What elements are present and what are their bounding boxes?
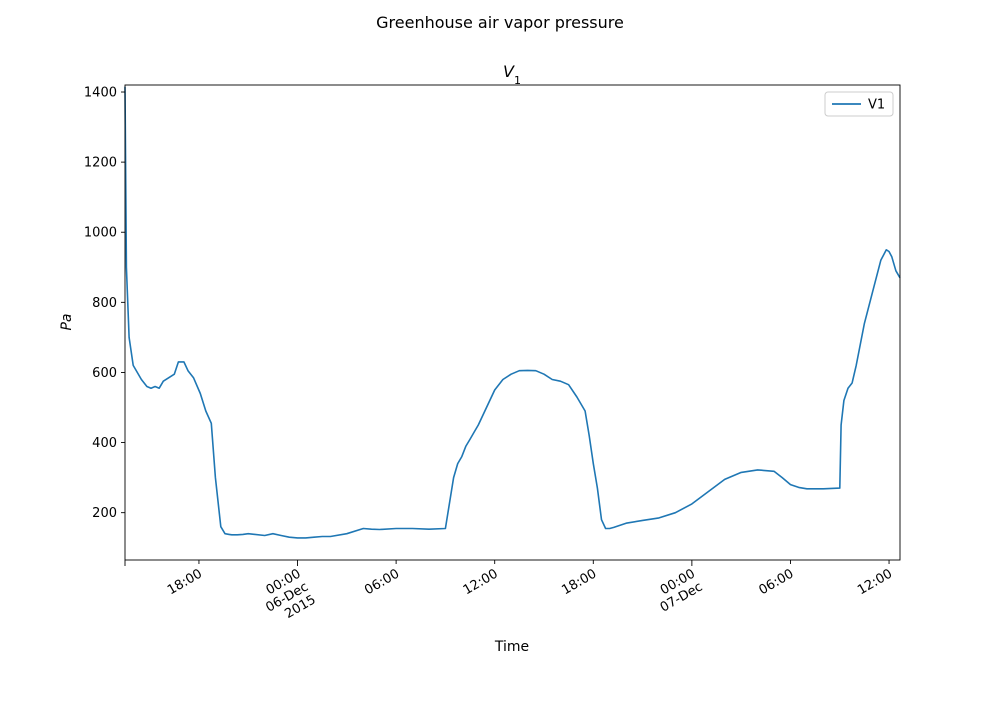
axes-frame: [124, 84, 901, 561]
x-tick-label: 12:00: [855, 566, 895, 598]
plot-area: [124, 84, 901, 561]
x-axis-ticks: 18:00 00:0006-Dec2015 06:00 12:00 18:00 00:00…: [124, 560, 895, 628]
legend: V1: [824, 91, 894, 117]
x-tick-label: 00:0007-Dec: [650, 566, 705, 615]
legend-label-v1: V1: [868, 98, 885, 113]
x-tick-label: 18:00: [559, 566, 599, 598]
x-tick-label: 18:00: [165, 566, 205, 598]
x-tick-label: 00:0006-Dec2015: [256, 566, 319, 628]
x-tick-label: 06:00: [362, 566, 402, 598]
y-tick-label: 1000: [84, 226, 117, 241]
x-tick-label: 12:00: [461, 566, 501, 598]
y-tick-label: 600: [92, 366, 117, 381]
x-tick-label: 06:00: [757, 566, 797, 598]
axes-title: V1: [503, 62, 521, 87]
data-line-series-v1: [124, 86, 901, 539]
y-tick-label: 400: [92, 436, 117, 451]
figure-title: Greenhouse air vapor pressure: [376, 13, 624, 32]
y-axis-label: Pa: [59, 313, 75, 330]
y-tick-label: 1200: [84, 156, 117, 171]
y-tick-label: 1400: [84, 86, 117, 101]
y-axis-ticks: 200 400 600 800 1000 1200 1400: [84, 86, 125, 521]
y-tick-label: 200: [92, 506, 117, 521]
y-tick-label: 800: [92, 296, 117, 311]
x-axis-label: Time: [494, 639, 529, 655]
